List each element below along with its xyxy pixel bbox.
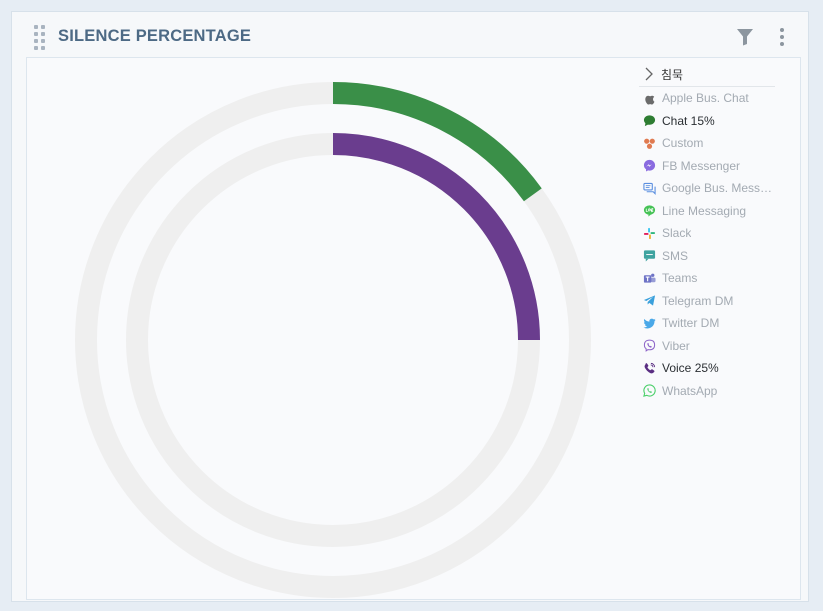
viber-icon (643, 339, 656, 353)
legend-item-telegram[interactable]: Telegram DM (639, 290, 775, 313)
radial-bar-chart (75, 82, 591, 598)
legend-item-label: Line Messaging (662, 203, 747, 218)
legend-item-slack[interactable]: Slack (639, 222, 775, 245)
custom-icon (643, 137, 656, 150)
slack-icon (643, 227, 656, 240)
widget-header: SILENCE PERCENTAGE (12, 12, 808, 58)
legend-item-label: Apple Bus. Chat (662, 91, 749, 106)
legend-item-label: WhatsApp (662, 383, 718, 398)
legend-item-label: Twitter DM (662, 316, 720, 331)
google-business-icon (643, 182, 656, 195)
legend-item-label: Google Bus. Messa... (662, 181, 775, 196)
apple-icon (643, 92, 656, 105)
widget-title: SILENCE PERCENTAGE (58, 27, 252, 45)
twitter-icon (643, 317, 656, 330)
chevron-right-icon (645, 67, 653, 81)
drag-handle-icon[interactable] (34, 25, 46, 51)
legend-item-label: FB Messenger (662, 158, 741, 173)
teams-icon (643, 272, 656, 285)
legend-item-line[interactable]: Line Messaging (639, 200, 775, 223)
legend-item-teams[interactable]: Teams (639, 267, 775, 290)
more-options-icon[interactable] (779, 27, 785, 47)
legend-item-apple[interactable]: Apple Bus. Chat (639, 87, 775, 110)
legend-group-header[interactable]: 침묵 (639, 62, 775, 87)
silence-percentage-widget: SILENCE PERCENTAGE 침묵 Apple Bus. Chat Cha… (11, 11, 809, 602)
legend-item-viber[interactable]: Viber (639, 335, 775, 358)
legend-item-label: Slack (662, 226, 692, 241)
legend-item-chat[interactable]: Chat 15% (639, 110, 775, 133)
legend-item-label: Custom (662, 136, 704, 151)
line-icon (643, 204, 656, 217)
legend-item-label: Telegram DM (662, 293, 734, 308)
legend-item-sms[interactable]: SMS (639, 245, 775, 268)
sms-icon (643, 249, 656, 262)
bar-chat[interactable] (332, 82, 542, 202)
legend-item-phone[interactable]: Voice 25% (639, 357, 775, 380)
legend-item-label: Voice 25% (662, 361, 719, 376)
legend: 침묵 Apple Bus. Chat Chat 15% Custom FB Messe… (639, 62, 775, 402)
legend-item-label: SMS (662, 248, 689, 263)
filter-icon[interactable] (736, 28, 754, 46)
phone-icon (643, 362, 656, 375)
legend-group-label: 침묵 (661, 67, 684, 82)
whatsapp-icon (643, 384, 656, 398)
legend-item-label: Teams (662, 271, 698, 286)
legend-item-google-business[interactable]: Google Bus. Messa... (639, 177, 775, 200)
bar-voice[interactable] (332, 133, 540, 341)
chart-area: 침묵 Apple Bus. Chat Chat 15% Custom FB Messe… (26, 57, 801, 600)
messenger-icon (643, 159, 656, 172)
legend-item-custom[interactable]: Custom (639, 132, 775, 155)
legend-item-twitter[interactable]: Twitter DM (639, 312, 775, 335)
legend-item-label: Viber (662, 338, 690, 353)
legend-item-whatsapp[interactable]: WhatsApp (639, 380, 775, 403)
chat-icon (643, 114, 656, 127)
legend-item-label: Chat 15% (662, 113, 715, 128)
legend-item-messenger[interactable]: FB Messenger (639, 155, 775, 178)
telegram-icon (643, 294, 656, 307)
